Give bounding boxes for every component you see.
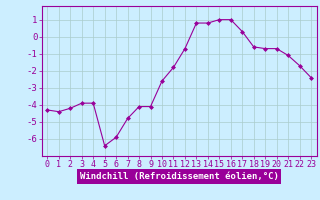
X-axis label: Windchill (Refroidissement éolien,°C): Windchill (Refroidissement éolien,°C) [80, 172, 279, 181]
